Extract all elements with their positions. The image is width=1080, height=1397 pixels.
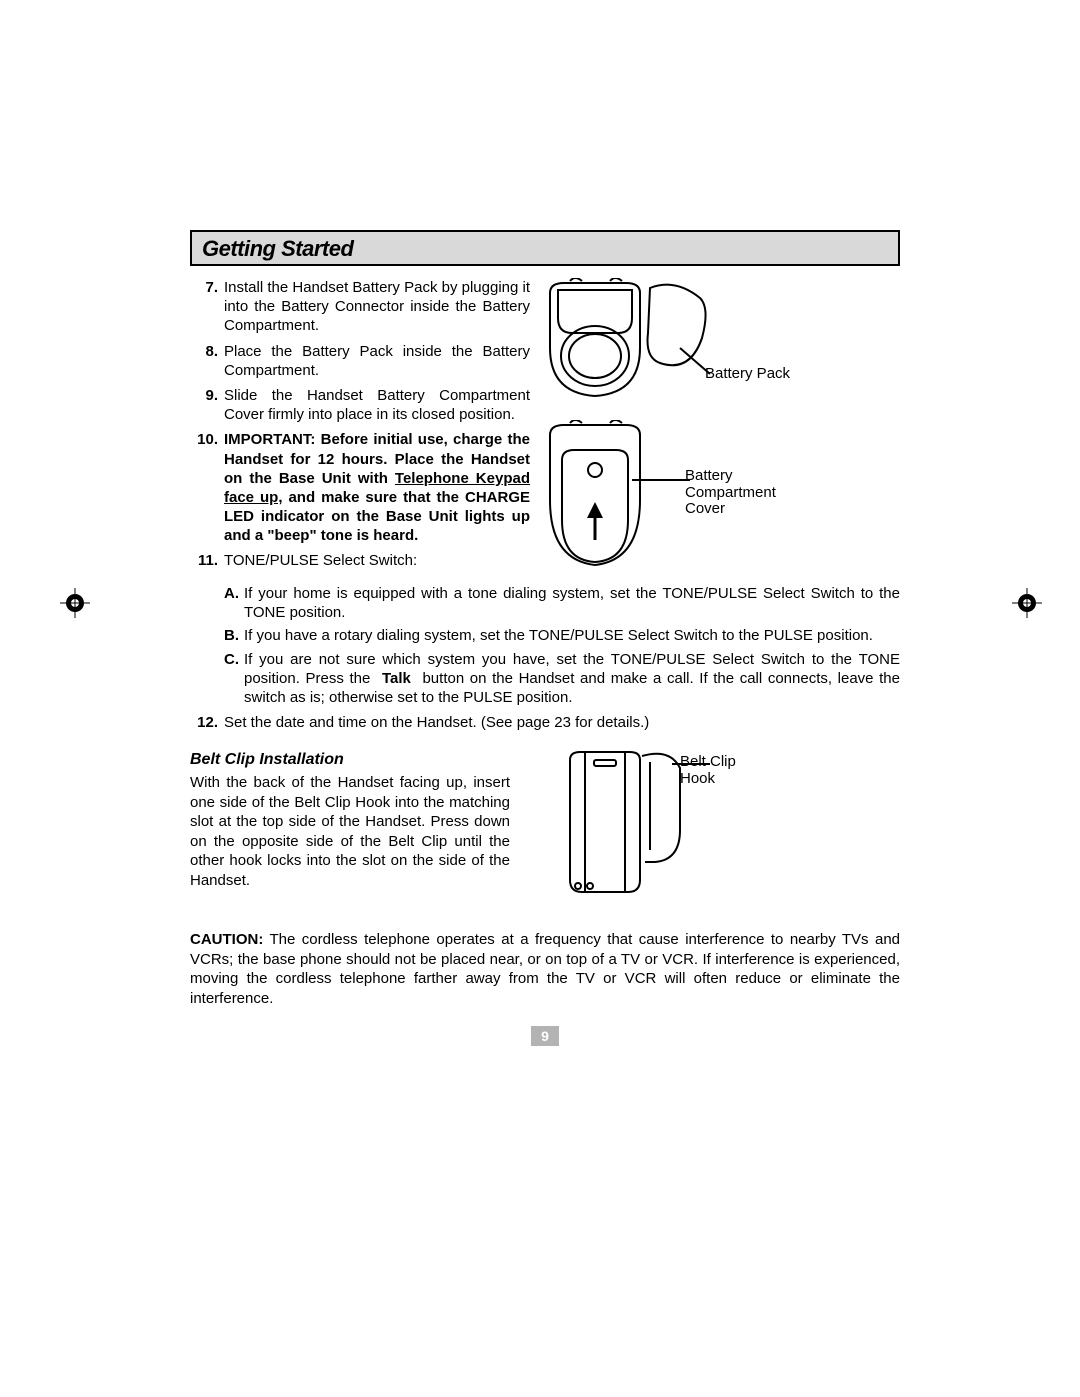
- caution-paragraph: CAUTION: The cordless telephone operates…: [190, 930, 900, 1008]
- step-text: IMPORTANT: Before initial use, charge th…: [224, 430, 530, 545]
- registration-mark-icon: [1012, 588, 1042, 618]
- label-line: Hook: [680, 770, 715, 787]
- belt-clip-body: With the back of the Handset facing up, …: [190, 774, 510, 889]
- step-11-sublist-wrap: A. If your home is equipped with a tone …: [190, 584, 900, 707]
- step-number: 7.: [190, 278, 224, 336]
- label-line: Compartment: [685, 484, 776, 501]
- sub-a: A. If your home is equipped with a tone …: [224, 584, 900, 622]
- step-text: TONE/PULSE Select Switch:: [224, 551, 530, 570]
- tone-pulse-sublist: A. If your home is equipped with a tone …: [224, 584, 900, 707]
- step-number: 8.: [190, 342, 224, 380]
- step-number: 10.: [190, 430, 224, 545]
- sub-c: C. If you are not sure which system you …: [224, 650, 900, 708]
- step-text: Set the date and time on the Handset. (S…: [224, 713, 900, 732]
- steps-column: 7. Install the Handset Battery Pack by p…: [190, 278, 530, 580]
- section-title: Getting Started: [202, 236, 353, 261]
- battery-pack-label: Battery Pack: [705, 366, 790, 383]
- manual-page: Getting Started 7. Install the Handset B…: [0, 0, 1080, 1397]
- page-number: 9: [531, 1026, 559, 1046]
- belt-clip-text: Belt Clip Installation With the back of …: [190, 750, 510, 900]
- step-9: 9. Slide the Handset Battery Compartment…: [190, 386, 530, 424]
- step-number: 9.: [190, 386, 224, 424]
- belt-clip-label: Belt Clip Hook: [680, 754, 736, 787]
- battery-cover-label: Battery Compartment Cover: [685, 468, 776, 518]
- step-10: 10. IMPORTANT: Before initial use, charg…: [190, 430, 530, 545]
- belt-clip-section: Belt Clip Installation With the back of …: [190, 750, 900, 900]
- belt-clip-figure-wrap: Belt Clip Hook: [510, 750, 900, 900]
- step-8: 8. Place the Battery Pack inside the Bat…: [190, 342, 530, 380]
- sub-letter: C.: [224, 650, 244, 708]
- step-number: 11.: [190, 551, 224, 570]
- label-line: Battery: [685, 467, 733, 484]
- sub-letter: B.: [224, 626, 244, 645]
- step-7: 7. Install the Handset Battery Pack by p…: [190, 278, 530, 336]
- sub-text: If your home is equipped with a tone dia…: [244, 584, 900, 622]
- step-text: Slide the Handset Battery Compartment Co…: [224, 386, 530, 424]
- sub-text: If you have a rotary dialing system, set…: [244, 626, 900, 645]
- registration-mark-icon: [60, 588, 90, 618]
- step-11-header: 11. TONE/PULSE Select Switch:: [190, 551, 530, 570]
- content-row: 7. Install the Handset Battery Pack by p…: [190, 278, 900, 580]
- caution-label: CAUTION:: [190, 931, 263, 948]
- figure-column: Battery Pack Battery: [530, 278, 900, 580]
- talk-button-label: Talk: [376, 669, 417, 688]
- label-line: Cover: [685, 500, 725, 517]
- step-number: 12.: [190, 713, 224, 732]
- belt-clip-heading: Belt Clip Installation: [190, 750, 510, 771]
- step-12: 12. Set the date and time on the Handset…: [190, 713, 900, 732]
- section-header: Getting Started: [190, 230, 900, 266]
- caution-text: The cordless telephone operates at a fre…: [190, 931, 900, 1007]
- steps-list: 7. Install the Handset Battery Pack by p…: [190, 278, 530, 571]
- step-text: Place the Battery Pack inside the Batter…: [224, 342, 530, 380]
- sub-letter: A.: [224, 584, 244, 622]
- battery-pack-figure: [540, 278, 750, 418]
- sub-b: B. If you have a rotary dialing system, …: [224, 626, 900, 645]
- sub-text: If you are not sure which system you hav…: [244, 650, 900, 708]
- label-line: Belt Clip: [680, 753, 736, 770]
- step-text: Install the Handset Battery Pack by plug…: [224, 278, 530, 336]
- steps-list-cont: 12. Set the date and time on the Handset…: [190, 713, 900, 732]
